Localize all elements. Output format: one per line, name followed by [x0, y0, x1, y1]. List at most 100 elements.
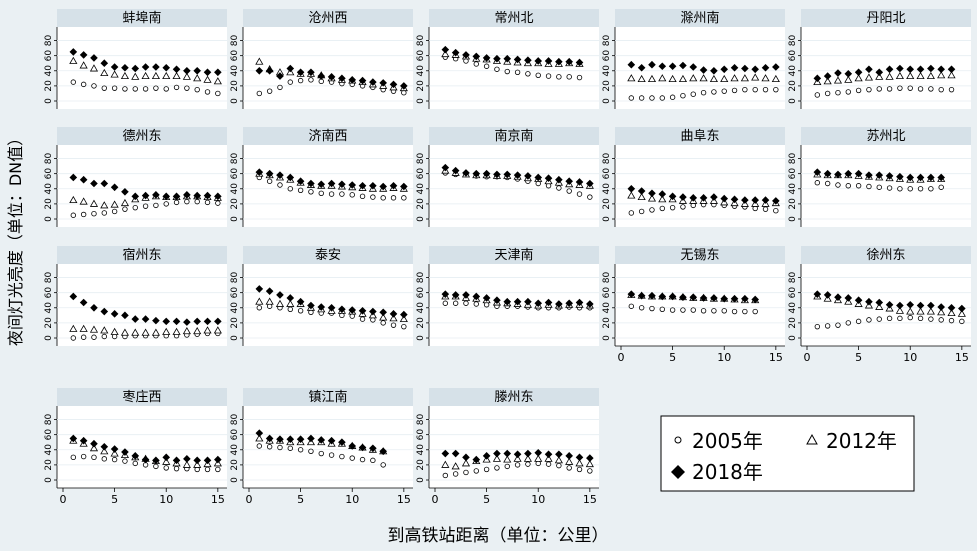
y-tick-label: 20: [602, 317, 612, 329]
y-tick-label: 0: [230, 98, 240, 104]
y-tick-label: 60: [416, 168, 426, 180]
point-2018: [493, 170, 501, 179]
point-2012: [203, 326, 212, 334]
point-2018: [648, 291, 656, 300]
panel: 南京南 0 20 40 60 80: [416, 127, 599, 227]
y-tick-label: 0: [788, 98, 798, 104]
point-2005: [215, 200, 221, 206]
y-tick-label: 0: [416, 335, 426, 341]
point-2005: [80, 211, 87, 218]
plot-area: [429, 145, 599, 227]
point-2018: [462, 291, 470, 299]
point-2005: [173, 84, 180, 91]
point-2012: [627, 191, 636, 199]
point-2018: [710, 294, 718, 302]
y-tick-label: 0: [416, 98, 426, 104]
point-2018: [307, 434, 315, 443]
point-2005: [359, 316, 366, 322]
point-2018: [730, 195, 739, 204]
point-2018: [451, 449, 460, 458]
point-2005: [680, 93, 686, 99]
point-2005: [907, 186, 913, 192]
point-2005: [866, 317, 872, 323]
point-2018: [916, 173, 925, 182]
point-2005: [173, 199, 180, 206]
y-tick-label: 60: [416, 429, 426, 441]
point-2018: [503, 54, 512, 63]
point-2005: [773, 207, 779, 214]
point-2005: [897, 85, 903, 91]
point-2005: [700, 308, 707, 314]
x-axis-label: 到高铁站距离（单位：公里）: [388, 526, 609, 546]
point-2005: [163, 86, 169, 92]
point-2012: [441, 49, 450, 58]
point-2018: [369, 181, 377, 190]
y-tick-label: 0: [602, 335, 612, 341]
point-2018: [482, 169, 491, 178]
point-2018: [389, 310, 398, 318]
legend: 2005年 2012年 2018年: [660, 415, 915, 492]
point-2018: [823, 169, 832, 178]
point-2018: [885, 172, 894, 180]
panel-title: 沧州西: [308, 10, 347, 26]
point-2018: [493, 296, 501, 305]
point-2018: [906, 173, 915, 182]
panel-title: 泰安: [315, 248, 341, 263]
point-2005: [897, 315, 903, 322]
point-2005: [91, 334, 97, 340]
panel-title-strip: [57, 127, 227, 145]
point-2018: [203, 68, 212, 77]
point-2018: [565, 299, 573, 308]
point-2005: [111, 208, 118, 215]
y-tick-label: 80: [602, 272, 612, 284]
point-2012: [79, 324, 88, 332]
point-2005: [814, 323, 821, 330]
plot-area: [801, 145, 971, 227]
point-2005: [545, 461, 552, 467]
point-2018: [813, 168, 822, 176]
point-2005: [370, 457, 376, 464]
point-2005: [318, 190, 324, 197]
point-2005: [184, 198, 190, 205]
point-2012: [492, 454, 502, 462]
point-2018: [172, 456, 181, 465]
y-tick-label: 40: [602, 183, 612, 195]
panel: 济南西 0 20 40 60 80: [230, 127, 413, 227]
y-tick-label: 80: [44, 35, 54, 47]
point-2012: [503, 455, 512, 463]
point-2012: [89, 444, 99, 452]
x-tick-label: 10: [345, 493, 359, 506]
point-2005: [359, 193, 366, 200]
point-2018: [276, 171, 284, 179]
point-2018: [854, 296, 863, 305]
point-2005: [876, 184, 882, 190]
point-2005: [690, 307, 696, 313]
panel-title-strip: [429, 127, 599, 145]
x-tick-label: 15: [955, 351, 969, 364]
panel-title-strip: [243, 127, 413, 145]
point-2018: [255, 168, 264, 176]
point-2012: [937, 71, 946, 79]
point-2018: [720, 194, 729, 203]
point-2005: [70, 454, 77, 461]
x-tick-label: 15: [211, 493, 225, 506]
point-2005: [897, 186, 903, 192]
panel: 徐州东 0 20 40 60 80 0 5 10 15: [788, 246, 971, 364]
point-2018: [834, 293, 842, 301]
point-2012: [658, 74, 667, 82]
point-2018: [710, 193, 718, 201]
y-tick-label: 80: [788, 153, 798, 165]
point-2018: [69, 173, 78, 182]
y-tick-label: 80: [230, 153, 240, 165]
point-2005: [535, 72, 541, 79]
point-2012: [255, 434, 264, 442]
point-2012: [637, 74, 646, 83]
point-2005: [80, 453, 87, 460]
point-2018: [493, 54, 501, 63]
point-2005: [163, 201, 169, 207]
point-2005: [101, 456, 107, 462]
point-2018: [854, 68, 863, 77]
point-2012: [730, 74, 739, 82]
y-tick-label: 60: [602, 287, 612, 299]
point-2018: [896, 172, 904, 181]
